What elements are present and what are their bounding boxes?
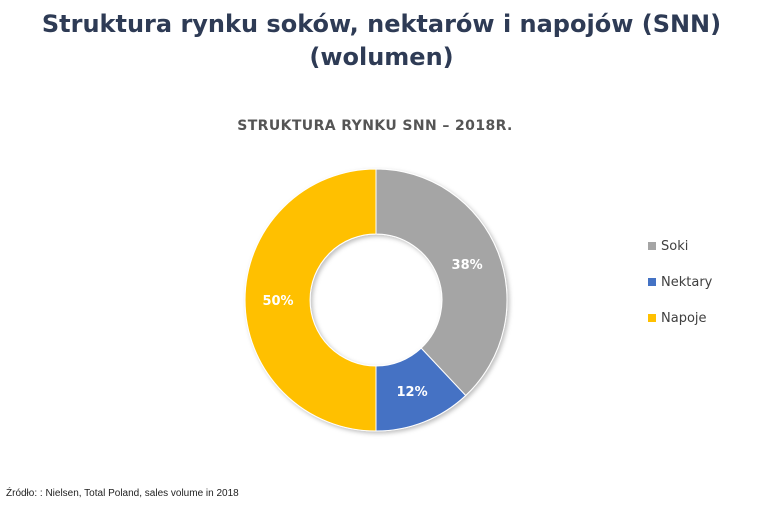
legend-label: Napoje — [661, 310, 707, 326]
data-label-nektary: 12% — [397, 385, 428, 400]
legend-item-nektary: Nektary — [648, 264, 712, 300]
chart-title: STRUKTURA RYNKU SNN – 2018R. — [237, 118, 513, 134]
slice-napoje — [244, 168, 377, 432]
source-note: Źródło: : Nielsen, Total Poland, sales v… — [6, 488, 239, 499]
chart-legend: Soki Nektary Napoje — [648, 228, 712, 336]
legend-item-napoje: Napoje — [648, 300, 712, 336]
data-label-napoje: 50% — [262, 294, 293, 309]
legend-swatch — [648, 278, 656, 286]
data-label-soki: 38% — [452, 258, 483, 273]
page-title: Struktura rynku soków, nektarów i napojó… — [0, 8, 763, 74]
page-title-line-1: Struktura rynku soków, nektarów i napojó… — [41, 10, 722, 38]
page-title-line-2: (wolumen) — [309, 43, 454, 71]
legend-label: Soki — [661, 238, 689, 254]
legend-swatch — [648, 314, 656, 322]
slice-soki — [375, 168, 508, 397]
legend-label: Nektary — [661, 274, 713, 290]
legend-swatch — [648, 242, 656, 250]
legend-item-soki: Soki — [648, 228, 712, 264]
